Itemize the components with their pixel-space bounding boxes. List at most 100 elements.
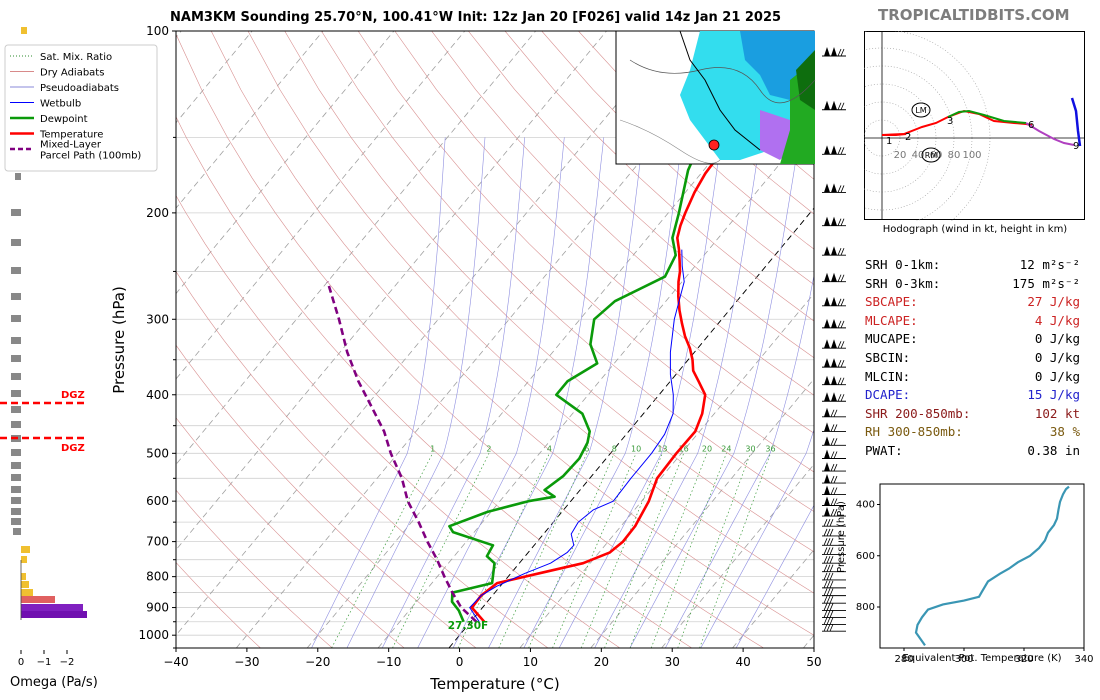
stat-label: RH 300-850mb: bbox=[865, 424, 963, 440]
stat-value: 15 J/kg bbox=[1027, 387, 1080, 403]
wind-barb bbox=[822, 588, 846, 597]
dgz-label-top: DGZ bbox=[61, 390, 85, 401]
legend-label: Dewpoint bbox=[40, 114, 88, 125]
omega-bar bbox=[11, 508, 21, 515]
omega-bar bbox=[11, 209, 21, 216]
wind-barb bbox=[822, 624, 846, 632]
y-tick-label: 500 bbox=[146, 446, 169, 460]
omega-bar bbox=[11, 449, 21, 456]
x-tick-label: 40 bbox=[735, 655, 750, 669]
omega-bar bbox=[15, 173, 21, 180]
skewt-ylabel: Pressure (hPa) bbox=[110, 286, 128, 394]
wind-barb bbox=[822, 145, 846, 155]
legend-label: Dry Adiabats bbox=[40, 68, 104, 79]
hodo-height-label: 6 bbox=[1028, 120, 1034, 131]
wind-barb bbox=[822, 216, 846, 227]
omega-xlabel: Omega (Pa/s) bbox=[10, 675, 98, 690]
mixing-ratio-label: 10 bbox=[631, 444, 641, 453]
stat-label: MLCAPE: bbox=[865, 312, 918, 328]
skewt-plot: 1 2 4 6 8 10 13 16 20 24 30 36 −40 −30 −20 −10 0 10 20 30 4… bbox=[110, 24, 846, 693]
wind-barb bbox=[822, 556, 846, 564]
wind-barb bbox=[822, 339, 846, 349]
omega-bar bbox=[11, 267, 21, 274]
dgz-label-bottom: DGZ bbox=[61, 443, 85, 454]
wind-barb bbox=[822, 422, 846, 432]
x-tick-label: −40 bbox=[163, 655, 188, 669]
stat-label: MLCIN: bbox=[865, 368, 911, 384]
stat-value: 38 % bbox=[1049, 424, 1080, 440]
hodo-ring-label: 100 bbox=[962, 150, 981, 161]
stat-row: MUCAPE: 0 J/kg bbox=[865, 330, 1080, 349]
wind-barb bbox=[822, 474, 846, 484]
wind-barb bbox=[822, 528, 846, 537]
omega-bars bbox=[11, 27, 87, 618]
stat-row: MLCAPE: 4 J/kg bbox=[865, 312, 1080, 331]
omega-tick-1: −1 bbox=[37, 657, 52, 668]
omega-bar bbox=[11, 486, 21, 493]
stat-value: 4 J/kg bbox=[1034, 312, 1080, 328]
wind-barb bbox=[822, 318, 846, 329]
wind-barb bbox=[822, 183, 846, 193]
y-tick-label: 100 bbox=[146, 24, 169, 38]
legend-label: Mixed-Layer bbox=[40, 140, 102, 151]
mixing-ratio-label: 24 bbox=[721, 444, 731, 453]
x-tick-label: 10 bbox=[523, 655, 538, 669]
mixing-ratio-label: 30 bbox=[745, 444, 755, 453]
theta-e-plot: 280 300 320 340 400 600 800 Equivalent Pot. Te… bbox=[836, 483, 1094, 665]
omega-bar bbox=[11, 390, 21, 397]
omega-bar bbox=[13, 528, 21, 535]
stat-label: PWAT: bbox=[865, 442, 903, 458]
x-tick-label: −20 bbox=[305, 655, 330, 669]
chart-title: NAM3KM Sounding 25.70°N, 100.41°W Init: … bbox=[170, 10, 782, 25]
omega-bar bbox=[11, 337, 21, 344]
hodo-marker-rm: RM bbox=[925, 151, 938, 160]
stat-label: SBCIN: bbox=[865, 349, 911, 365]
omega-bar bbox=[11, 293, 21, 300]
stat-row: RH 300-850mb: 38 % bbox=[865, 423, 1080, 442]
omega-bar bbox=[21, 596, 55, 603]
omega-bar bbox=[11, 474, 21, 481]
wind-barb bbox=[822, 436, 846, 446]
omega-panel: DGZ DGZ 0 −1 −2 Omega (Pa/s) Sat. Mix. R… bbox=[0, 27, 158, 690]
mixing-ratio-label: 4 bbox=[547, 444, 552, 453]
stat-row: DCAPE: 15 J/kg bbox=[865, 386, 1080, 405]
x-tick-label: −30 bbox=[234, 655, 259, 669]
wind-barb bbox=[822, 603, 846, 611]
wind-barb bbox=[822, 296, 846, 307]
omega-bar bbox=[11, 497, 21, 504]
y-tick-label: 400 bbox=[146, 388, 169, 402]
stat-row: SRH 0-1km: 12 m²s⁻² bbox=[865, 256, 1080, 275]
sounding-stats: SRH 0-1km: 12 m²s⁻² SRH 0-3km: 175 m²s⁻² SBC… bbox=[865, 256, 1080, 461]
mixing-ratio-label: 20 bbox=[702, 444, 712, 453]
omega-bar bbox=[11, 355, 21, 362]
legend-label: Wetbulb bbox=[40, 99, 81, 110]
stat-label: SBCAPE: bbox=[865, 294, 918, 310]
legend-label: Pseudoadiabats bbox=[40, 83, 119, 94]
series-mixed-layer bbox=[326, 281, 478, 623]
stat-label: SRH 0-1km: bbox=[865, 257, 941, 272]
hodo-ring-label: 60 bbox=[930, 150, 943, 161]
theta-e-x-tick: 320 bbox=[1014, 654, 1033, 665]
omega-bar bbox=[11, 239, 21, 246]
mixing-ratio-label: 6 bbox=[584, 444, 589, 453]
y-tick-label: 900 bbox=[146, 601, 169, 615]
mixing-ratio-label: 13 bbox=[657, 444, 667, 453]
theta-e-x-tick: 280 bbox=[894, 654, 913, 665]
legend-label: Sat. Mix. Ratio bbox=[40, 52, 112, 63]
stat-value: 102 kt bbox=[1034, 405, 1080, 421]
wind-barb bbox=[822, 407, 846, 418]
wind-barb bbox=[822, 547, 846, 555]
y-tick-label: 300 bbox=[146, 312, 169, 326]
stat-row: SHR 200-850mb: 102 kt bbox=[865, 405, 1080, 424]
inset-map bbox=[615, 30, 816, 165]
wind-barb bbox=[822, 47, 846, 57]
omega-bar bbox=[11, 462, 21, 469]
theta-e-y-tick: 400 bbox=[856, 500, 875, 511]
y-tick-label: 600 bbox=[146, 494, 169, 508]
wind-barb bbox=[822, 375, 846, 386]
wind-barb bbox=[822, 580, 846, 589]
wind-barb bbox=[822, 449, 846, 459]
hodo-ring-label: 20 bbox=[894, 150, 907, 161]
mixing-ratio-label: 1 bbox=[430, 444, 435, 453]
omega-bar bbox=[21, 611, 87, 618]
